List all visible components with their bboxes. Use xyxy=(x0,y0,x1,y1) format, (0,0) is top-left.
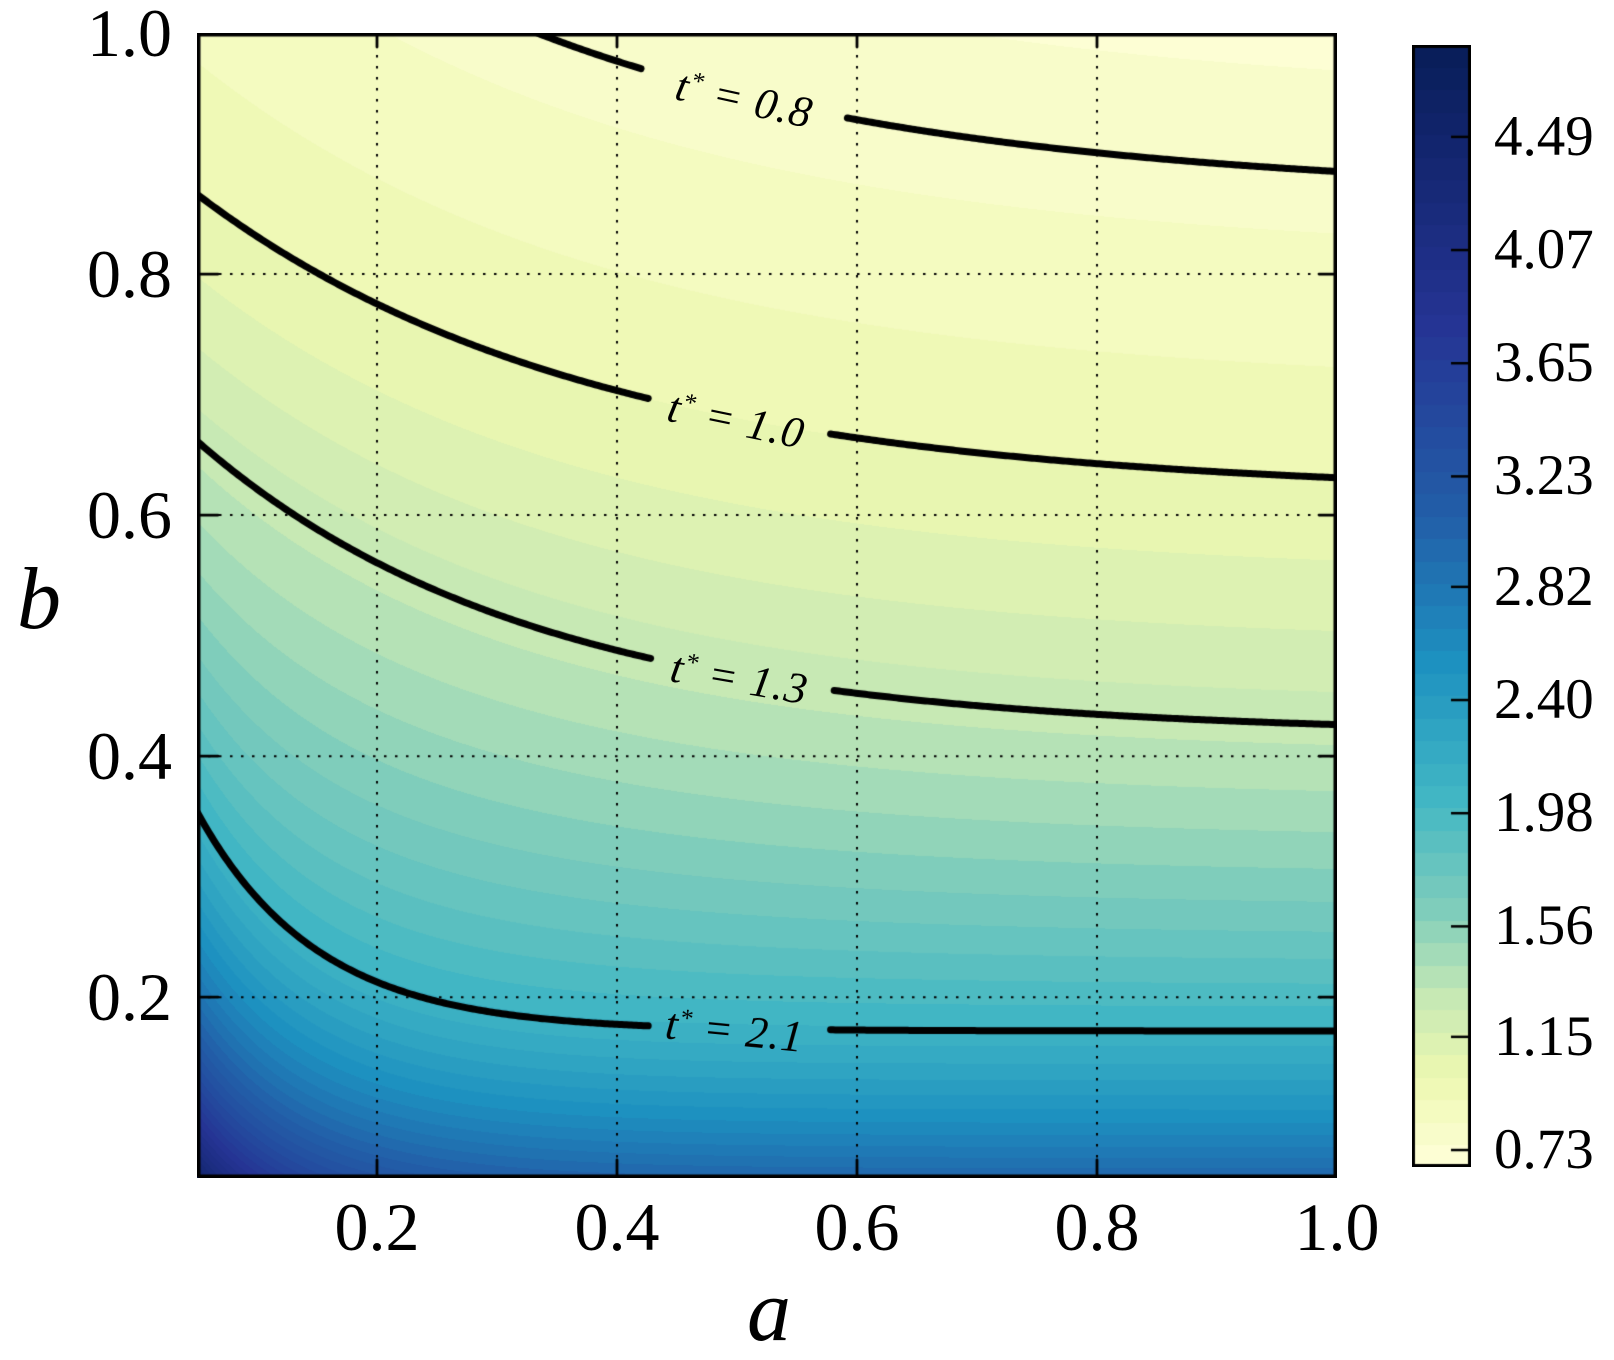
colorbar-tick-label: 4.07 xyxy=(1494,218,1594,282)
y-axis-tick-label: 0.6 xyxy=(87,477,172,554)
x-axis-tick-label: 0.2 xyxy=(334,1189,420,1265)
colorbar-tick-label: 0.73 xyxy=(1494,1118,1594,1182)
colorbar-tick-label: 2.82 xyxy=(1494,554,1594,618)
y-axis-tick-label: 0.8 xyxy=(87,236,172,313)
colorbar-tick-label: 2.40 xyxy=(1494,668,1594,732)
x-axis-tick-label: 0.4 xyxy=(574,1189,660,1265)
x-axis-tick-label: 0.6 xyxy=(814,1189,900,1265)
y-axis-tick-label: 1.0 xyxy=(87,0,172,71)
y-axis-title: b xyxy=(17,551,61,648)
y-axis-tick-label: 0.4 xyxy=(87,718,172,795)
x-axis-tick-label: 1.0 xyxy=(1294,1189,1380,1265)
colorbar-canvas xyxy=(1412,45,1471,1167)
colorbar-tick-label: 1.56 xyxy=(1494,894,1594,958)
colorbar-tick-label: 3.23 xyxy=(1494,444,1594,508)
x-axis-title: a xyxy=(747,1263,791,1360)
colorbar-tick-label: 4.49 xyxy=(1494,104,1594,168)
y-axis-tick-label: 0.2 xyxy=(87,959,172,1036)
colorbar-tick-label: 3.65 xyxy=(1494,331,1594,395)
colorbar-tick-label: 1.98 xyxy=(1494,781,1594,845)
colorbar-tick-label: 1.15 xyxy=(1494,1004,1594,1068)
contour-plot-canvas xyxy=(197,33,1337,1178)
x-axis-tick-label: 0.8 xyxy=(1054,1189,1140,1265)
